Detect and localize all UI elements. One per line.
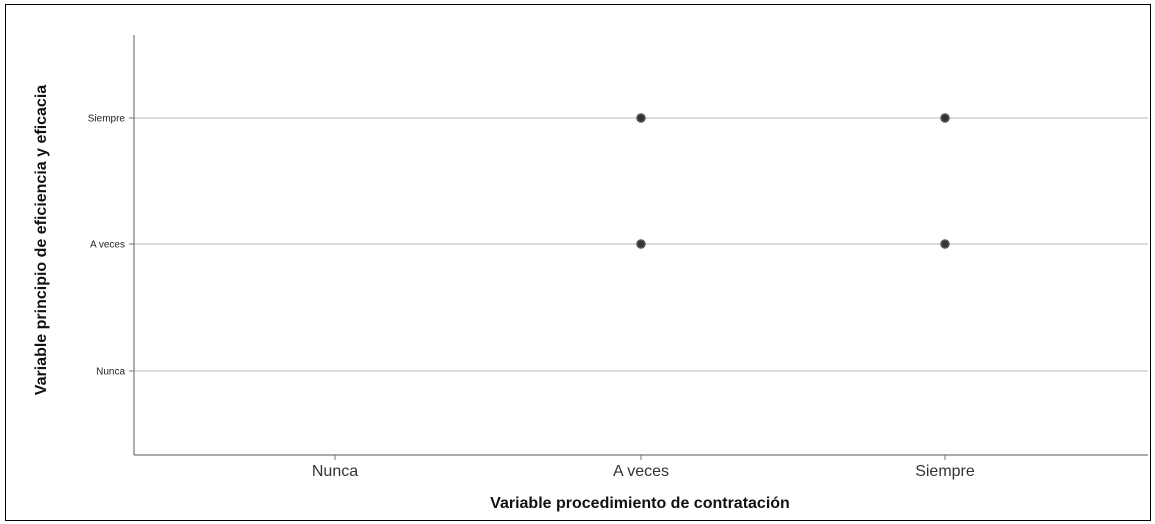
data-point [940, 239, 950, 249]
chart-frame [5, 4, 1151, 521]
data-point [636, 239, 646, 249]
x-tick-labels: Nunca A veces Siempre [312, 463, 975, 480]
y-tick-label: A veces [90, 240, 125, 251]
x-tick-label: Siempre [915, 463, 975, 480]
x-axis-label: Variable procedimiento de contratación [490, 495, 790, 512]
data-points [636, 113, 950, 249]
y-axis-label: Variable principio de eficiencia y efica… [33, 85, 50, 395]
data-point [940, 113, 950, 123]
x-tick-label: Nunca [312, 463, 358, 480]
axes [133, 35, 1148, 456]
x-tick-label: A veces [613, 463, 669, 480]
y-tick-label: Nunca [96, 367, 125, 378]
y-tick-labels: Nunca A veces Siempre [88, 114, 126, 378]
y-tick-label: Siempre [88, 114, 126, 125]
gridlines [129, 117, 1148, 460]
data-point [636, 113, 646, 123]
